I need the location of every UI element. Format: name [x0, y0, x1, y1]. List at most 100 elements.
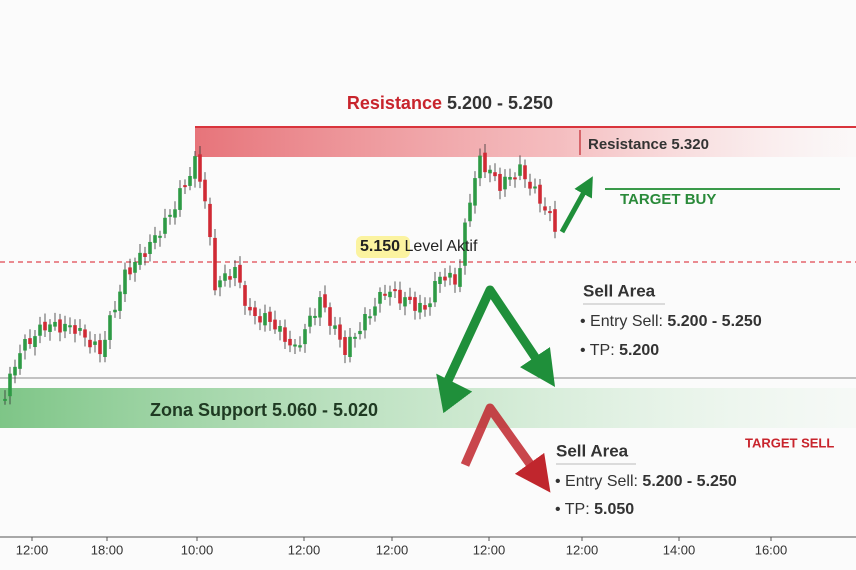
candle-body — [18, 353, 22, 369]
candle-body — [358, 330, 362, 335]
candle-body — [363, 314, 367, 331]
tp: • TP: 5.050 — [555, 501, 634, 518]
arrow-buy — [559, 176, 593, 234]
candle-body — [133, 262, 137, 273]
candle-body — [478, 155, 482, 179]
candle-body — [333, 325, 337, 329]
candle-body — [278, 326, 282, 332]
candle-body — [438, 276, 442, 284]
tp-value: 5.200 — [619, 342, 659, 359]
target-buy: TARGET BUY — [620, 191, 716, 208]
candle-body — [308, 315, 312, 327]
candle-body — [3, 398, 7, 401]
candle-body — [153, 235, 157, 243]
candle-body — [8, 373, 12, 397]
candle-body — [288, 338, 292, 346]
x-tick-label: 12:00 — [376, 542, 409, 557]
candle-body — [508, 177, 512, 180]
candle-body — [53, 321, 57, 327]
candle-body — [323, 294, 327, 308]
candle-body — [388, 291, 392, 298]
candle-body — [258, 316, 262, 323]
candle-body — [238, 264, 242, 283]
candle-body — [13, 366, 17, 376]
candle-body — [443, 276, 447, 281]
candles — [3, 144, 557, 405]
support-label: Zona Support 5.060 - 5.020 — [150, 400, 378, 420]
title-red: Resistance — [347, 93, 442, 113]
candle-body — [38, 324, 42, 336]
candle-body — [103, 339, 107, 357]
candle-body — [548, 211, 552, 214]
candle-body — [98, 340, 102, 355]
candle-body — [428, 303, 432, 308]
candle-body — [403, 297, 407, 307]
candle-body — [73, 325, 77, 334]
x-tick-label: 12:00 — [473, 542, 506, 557]
candle-body — [538, 184, 542, 204]
candle-body — [463, 222, 467, 266]
candle-body — [423, 305, 427, 310]
tp-label: • TP: — [580, 342, 615, 359]
candle-body — [368, 316, 372, 319]
candle-body — [273, 319, 277, 330]
candle-body — [128, 267, 132, 275]
candle-body — [353, 336, 357, 339]
candle-body — [343, 337, 347, 355]
x-tick-label: 14:00 — [663, 542, 696, 557]
candle-body — [383, 293, 387, 296]
candle-body — [378, 291, 382, 304]
candle-body — [208, 203, 212, 238]
candle-body — [173, 209, 177, 218]
candle-body — [48, 324, 52, 332]
resistance-band — [195, 127, 856, 157]
candle-body — [263, 313, 267, 326]
candle-body — [168, 214, 172, 217]
candle-body — [93, 341, 97, 345]
candle-body — [178, 188, 182, 210]
entry-value: 5.200 - 5.250 — [667, 313, 761, 330]
candle-body — [58, 319, 62, 333]
title: Resistance 5.200 - 5.250 — [347, 93, 553, 113]
candle-body — [373, 306, 377, 316]
candle-body — [63, 323, 67, 332]
candle-body — [83, 329, 87, 338]
candle-body — [203, 179, 207, 202]
x-tick-label: 18:00 — [91, 542, 124, 557]
candle-body — [493, 172, 497, 177]
candle-body — [108, 315, 112, 340]
candle-body — [448, 272, 452, 278]
arrow-sell-2 — [460, 403, 551, 493]
candle-body — [138, 252, 142, 265]
candle-body — [528, 181, 532, 189]
candle-body — [523, 165, 527, 180]
candle-body — [143, 253, 147, 257]
entry-label: • Entry Sell: — [555, 473, 638, 490]
candle-body — [498, 173, 502, 191]
tp-label: • TP: — [555, 501, 590, 518]
candle-body — [188, 176, 192, 186]
entry-label: • Entry Sell: — [580, 313, 663, 330]
candle-body — [518, 164, 522, 176]
candle-body — [553, 209, 557, 232]
candle-body — [338, 324, 342, 340]
x-tick-label: 12:00 — [288, 542, 321, 557]
candle-body — [158, 235, 162, 238]
candle-body — [233, 267, 237, 279]
candle-body — [218, 280, 222, 288]
candle-body — [33, 336, 37, 348]
candle-body — [78, 328, 82, 331]
candle-body — [433, 281, 437, 303]
candle-body — [43, 321, 47, 331]
candle-body — [413, 297, 417, 311]
support-band — [0, 388, 856, 428]
candle-body — [313, 315, 317, 318]
candle-body — [198, 154, 202, 182]
candle-body — [223, 273, 227, 281]
candle-body — [483, 152, 487, 173]
candle-body — [513, 177, 517, 180]
sell-area-title: Sell Area — [583, 281, 656, 300]
candle-body — [303, 329, 307, 345]
candle-body — [243, 285, 247, 306]
